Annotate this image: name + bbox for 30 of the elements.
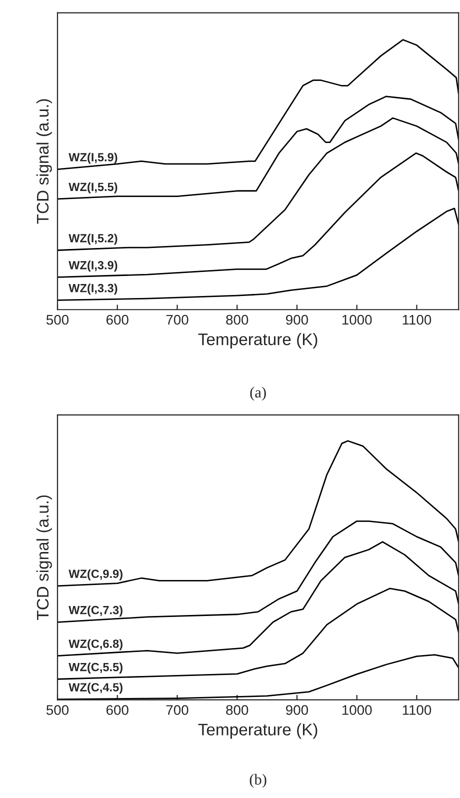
y-axis-title: TCD signal (a.u.) <box>36 99 52 224</box>
x-tick-label: 1000 <box>342 314 372 325</box>
x-tick-label: 900 <box>286 314 308 325</box>
text: (b) <box>250 774 266 788</box>
x-axis-title: Temperature (K) <box>198 332 318 349</box>
x-tick-label: 1000 <box>342 705 372 715</box>
x-tick-label: 800 <box>226 314 248 325</box>
series-label: WZ(I,5.9) <box>68 152 118 164</box>
series-label: WZ(C,6.8) <box>68 639 122 650</box>
x-tick-label: 500 <box>46 705 69 715</box>
x-tick-label: 600 <box>106 314 128 325</box>
text: (a) <box>250 386 266 401</box>
x-tick-label: 500 <box>46 314 69 325</box>
x-tick-label: 900 <box>286 705 308 715</box>
series-label: WZ(I,5.2) <box>68 234 118 245</box>
x-tick-label: 800 <box>226 705 248 715</box>
x-tick-label: 600 <box>106 705 128 715</box>
x-tick-label: 700 <box>166 314 188 325</box>
series-label: WZ(I,5.5) <box>68 182 118 194</box>
x-axis-title: Temperature (K) <box>198 723 318 739</box>
series-label: WZ(C,7.3) <box>68 606 122 617</box>
x-tick-label: 1100 <box>402 314 432 325</box>
series-label: WZ(I,3.3) <box>68 284 118 295</box>
series-label: WZ(C,9.9) <box>68 569 122 580</box>
series-label: WZ(I,3.9) <box>68 260 118 272</box>
x-tick-label: 1100 <box>402 705 432 715</box>
series-label: WZ(C,5.5) <box>68 662 122 674</box>
series-label: WZ(C,4.5) <box>68 682 122 694</box>
y-axis-title: TCD signal (a.u.) <box>36 495 52 620</box>
x-tick-label: 700 <box>166 705 188 715</box>
